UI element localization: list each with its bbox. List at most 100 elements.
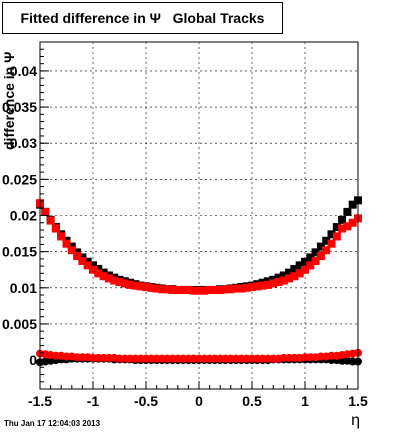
data-point — [163, 285, 172, 294]
data-point — [226, 285, 235, 294]
data-point — [279, 271, 288, 280]
data-point — [94, 264, 103, 273]
data-point — [168, 285, 177, 294]
data-point — [295, 261, 304, 270]
data-point — [94, 269, 103, 278]
data-point — [274, 278, 283, 287]
data-point — [285, 274, 294, 283]
data-point — [290, 272, 299, 281]
data-point — [147, 283, 156, 292]
data-point — [263, 280, 272, 289]
data-point — [232, 284, 241, 293]
data-point — [120, 279, 129, 288]
axis-ticks: -1.5 -1 -0.5 0 0.5 1 1.5 0 0.005 0.01 0.015 0.02 0.0… — [2, 41, 368, 409]
data-point — [311, 248, 320, 257]
data-point — [51, 224, 60, 233]
data-point — [327, 239, 336, 248]
data-point — [343, 207, 352, 216]
data-point — [316, 251, 325, 260]
x-axis-label: η — [351, 412, 360, 429]
x-tick-label: 1 — [301, 393, 309, 409]
data-point — [290, 264, 299, 273]
y-tick-label: 0.04 — [10, 63, 37, 79]
data-point — [274, 273, 283, 282]
data-point — [301, 265, 309, 274]
data-point — [269, 279, 278, 288]
x-tick-label: 1.5 — [348, 393, 368, 409]
data-point — [332, 223, 341, 232]
data-point — [295, 269, 304, 278]
x-tick-label: -1.5 — [28, 393, 52, 409]
data-point — [46, 216, 55, 225]
data-point — [348, 218, 357, 227]
data-point — [73, 251, 82, 260]
data-point — [258, 281, 267, 290]
data-point — [322, 236, 331, 245]
data-point — [301, 257, 309, 266]
data-point — [205, 285, 214, 294]
y-tick-label: 0.025 — [2, 171, 37, 187]
data-point — [195, 286, 203, 295]
data-point — [173, 285, 182, 294]
x-tick-label: -1 — [87, 393, 100, 409]
chart-title: Fitted difference in Ψ Global Tracks — [2, 2, 283, 34]
series-0 — [36, 196, 362, 294]
data-point — [279, 276, 288, 285]
timestamp-footer: Thu Jan 17 12:04:03 2013 — [4, 419, 101, 428]
data-point — [221, 285, 230, 294]
data-point — [338, 224, 347, 233]
y-tick-label: 0.03 — [10, 135, 37, 151]
data-point — [126, 280, 135, 289]
data-point — [78, 257, 87, 266]
series-3 — [36, 348, 362, 363]
data-point — [316, 242, 325, 251]
data-point — [343, 222, 352, 231]
data-point — [248, 283, 256, 292]
data-point — [253, 282, 262, 291]
x-tick-label: 0.5 — [242, 393, 262, 409]
data-point — [332, 232, 341, 241]
data-point — [189, 286, 198, 295]
data-point — [210, 285, 219, 294]
data-point — [67, 246, 76, 255]
data-point — [41, 207, 50, 216]
data-point — [306, 261, 315, 270]
data-point — [242, 283, 251, 292]
data-series — [36, 196, 362, 367]
data-point — [348, 200, 357, 209]
data-point — [89, 265, 97, 274]
data-point — [104, 274, 113, 283]
gridlines — [39, 42, 359, 389]
y-tick-label: 0 — [29, 352, 37, 368]
y-tick-label: 0.005 — [2, 316, 37, 332]
data-point — [184, 285, 193, 294]
data-point — [237, 284, 246, 293]
data-point — [110, 276, 119, 285]
data-point — [311, 257, 320, 266]
data-point — [200, 286, 209, 295]
data-point — [285, 268, 294, 277]
data-point — [57, 232, 66, 241]
data-point — [136, 282, 145, 291]
data-point — [115, 278, 124, 287]
data-point — [338, 215, 347, 224]
data-point — [179, 285, 188, 294]
data-point — [152, 284, 161, 293]
data-point — [83, 261, 92, 270]
data-point — [306, 253, 315, 262]
data-point — [131, 281, 140, 290]
x-tick-label: -0.5 — [134, 393, 158, 409]
y-tick-label: 0.01 — [10, 280, 37, 296]
data-point — [99, 272, 108, 281]
data-point — [142, 283, 150, 292]
y-axis-label: difference in Ψ — [1, 51, 17, 150]
y-tick-label: 0.02 — [10, 208, 37, 224]
y-tick-label: 0.035 — [2, 99, 37, 115]
x-tick-label: 0 — [195, 393, 203, 409]
data-point — [157, 285, 166, 294]
data-point — [322, 246, 331, 255]
data-point — [327, 230, 336, 239]
series-1 — [36, 199, 362, 295]
data-point — [216, 285, 225, 294]
